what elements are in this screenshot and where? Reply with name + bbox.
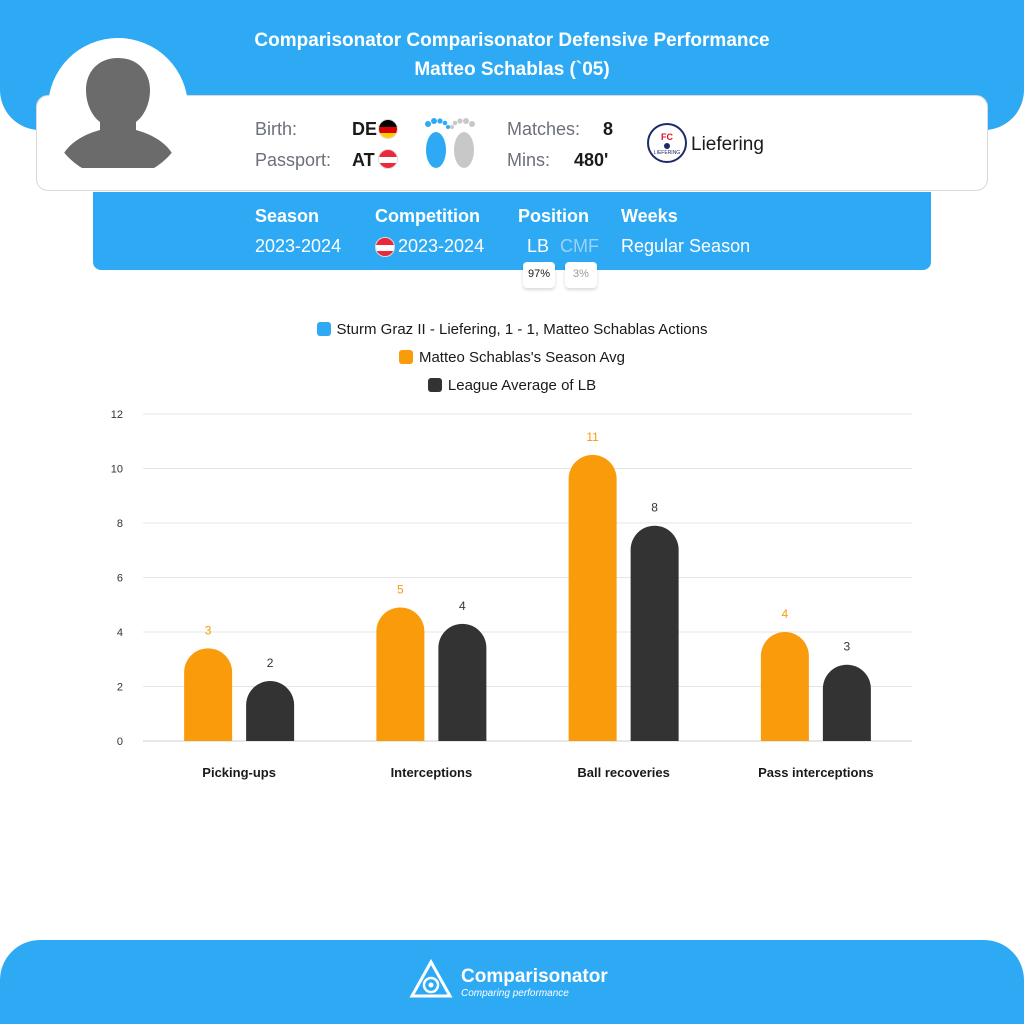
competition-label: Competition bbox=[375, 206, 480, 226]
data-label: 5 bbox=[397, 582, 404, 596]
footedness-icon bbox=[420, 112, 482, 179]
season-band: Season 2023-2024 Competition 2023-2024 P… bbox=[93, 192, 931, 270]
title-line-2: Matteo Schablas (`05) bbox=[414, 59, 610, 80]
matches-label: Matches: bbox=[507, 119, 581, 139]
bar-1-2 bbox=[568, 454, 617, 741]
bar-2-2 bbox=[630, 525, 679, 741]
page-title: Comparisonator Comparisonator Defensive … bbox=[0, 26, 1024, 84]
data-label: 4 bbox=[459, 599, 466, 613]
footer-tagline: Comparing performance bbox=[461, 988, 569, 999]
legend-label-match-actions: Sturm Graz II - Liefering, 1 - 1, Matteo… bbox=[336, 321, 708, 338]
x-category-label: Pass interceptions bbox=[758, 765, 874, 780]
club-name: Liefering bbox=[691, 134, 764, 155]
y-tick-label: 8 bbox=[117, 518, 123, 530]
club-badge-text: FC bbox=[661, 132, 673, 142]
position-primary-pct: 97% bbox=[523, 262, 555, 288]
player-avatar bbox=[48, 38, 188, 178]
season-value: 2023-2024 bbox=[255, 236, 342, 256]
data-label: 3 bbox=[205, 623, 212, 637]
weeks-label: Weeks bbox=[621, 206, 678, 226]
legend-item-league-avg: League Average of LB bbox=[0, 377, 1024, 394]
club-badge-icon: FC LIEFERING bbox=[647, 123, 687, 163]
bar-2-3 bbox=[822, 664, 871, 741]
matches-value: 8 bbox=[603, 119, 614, 139]
passport-label: Passport: bbox=[255, 150, 332, 170]
bar-2-0 bbox=[246, 681, 295, 741]
y-tick-label: 10 bbox=[111, 464, 123, 476]
y-tick-label: 6 bbox=[117, 573, 123, 585]
data-label: 4 bbox=[782, 607, 789, 621]
legend-swatch-blue bbox=[316, 322, 331, 336]
bar-2-1 bbox=[438, 623, 487, 741]
y-tick-label: 2 bbox=[117, 682, 123, 694]
position-secondary: CMF bbox=[560, 236, 599, 256]
germany-flag-icon bbox=[378, 119, 398, 139]
title-line-1: Comparisonator Comparisonator Defensive … bbox=[254, 30, 770, 51]
y-tick-label: 4 bbox=[117, 627, 123, 639]
position-secondary-pct: 3% bbox=[565, 262, 597, 288]
club-badge-subtext: LIEFERING bbox=[654, 150, 681, 156]
x-category-label: Ball recoveries bbox=[577, 765, 670, 780]
passport-value: AT bbox=[352, 150, 375, 170]
player-info-card bbox=[36, 95, 988, 191]
bar-chart: 0 2 4 6 8 10 12 3 2 Picking-ups 5 4 Interceptions 11 8… bbox=[111, 409, 912, 780]
austria-flag-icon bbox=[378, 149, 398, 169]
birth-label: Birth: bbox=[255, 119, 298, 139]
legend-swatch-orange bbox=[398, 350, 413, 364]
x-category-label: Interceptions bbox=[391, 765, 473, 780]
legend-item-season-avg: Matteo Schablas's Season Avg bbox=[0, 349, 1024, 366]
mins-label: Mins: bbox=[507, 150, 551, 170]
data-label: 8 bbox=[651, 501, 658, 515]
legend-label-league-avg: League Average of LB bbox=[447, 377, 597, 394]
bar-1-3 bbox=[760, 632, 809, 741]
bar-1-0 bbox=[184, 648, 233, 741]
data-label: 2 bbox=[267, 656, 274, 670]
x-category-label: Picking-ups bbox=[202, 765, 276, 780]
position-label: Position bbox=[518, 206, 589, 226]
legend-item-match-actions: Sturm Graz II - Liefering, 1 - 1, Matteo… bbox=[0, 321, 1024, 338]
competition-value: 2023-2024 bbox=[398, 236, 485, 256]
data-label: 11 bbox=[586, 430, 599, 444]
weeks-value: Regular Season bbox=[621, 236, 751, 256]
footer-band bbox=[0, 940, 1024, 1024]
legend-label-season-avg: Matteo Schablas's Season Avg bbox=[418, 349, 626, 366]
legend-swatch-dark bbox=[427, 378, 442, 392]
position-primary: LB bbox=[527, 236, 550, 256]
y-tick-label: 12 bbox=[111, 409, 123, 421]
bar-1-1 bbox=[376, 607, 425, 741]
comparisonator-logo-icon bbox=[408, 958, 454, 1009]
y-tick-label: 0 bbox=[117, 736, 123, 748]
season-label: Season bbox=[255, 206, 320, 226]
mins-value: 480' bbox=[574, 150, 609, 170]
birth-value: DE bbox=[352, 119, 378, 139]
footer-brand: Comparisonator bbox=[461, 966, 608, 987]
austria-flag-icon bbox=[375, 237, 395, 257]
data-label: 3 bbox=[844, 640, 851, 654]
